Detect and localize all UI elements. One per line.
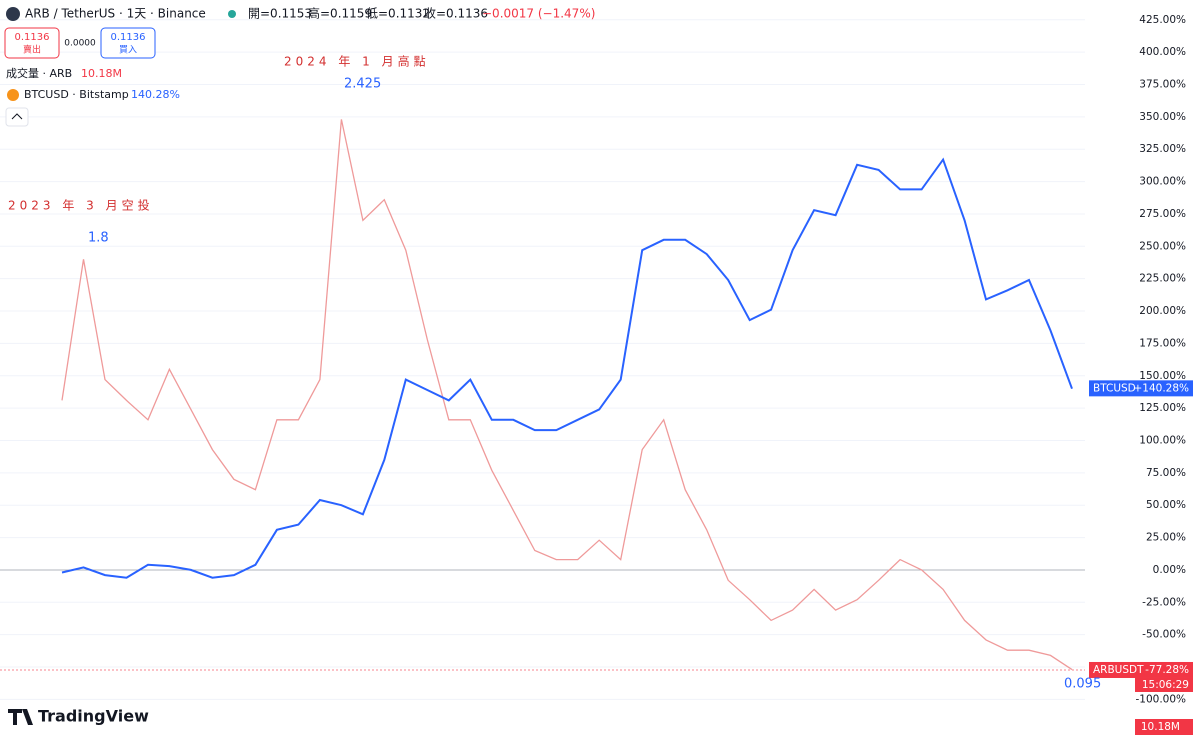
close: 收=0.1136 <box>424 7 488 21</box>
y-tick-label: -50.00% <box>1142 629 1186 641</box>
volume-tag: 10.18M <box>1141 721 1180 733</box>
volume-tag-bg <box>1135 719 1193 735</box>
time-tag-bg <box>1135 677 1193 692</box>
y-tick-label: 225.00% <box>1139 273 1186 285</box>
compare-value: 140.28% <box>131 88 180 101</box>
y-tick-label: 50.00% <box>1146 499 1186 511</box>
y-tick-label: -100.00% <box>1135 693 1186 705</box>
annotation: 0.095 <box>1064 677 1101 692</box>
y-tick-label: 200.00% <box>1139 305 1186 317</box>
y-tick-label: 175.00% <box>1139 337 1186 349</box>
line <box>61 157 1073 579</box>
high: 高=0.1159 <box>308 6 372 21</box>
buy-button[interactable] <box>100 27 156 59</box>
series-name-tag: ARBUSDT <box>1093 664 1144 676</box>
collapse-button[interactable] <box>5 107 29 127</box>
y-tick-label: -25.00% <box>1142 596 1186 608</box>
annotation: 1.8 <box>88 231 109 246</box>
time-tag: 15:06:29 <box>1142 679 1189 691</box>
y-tick-label: 400.00% <box>1139 46 1186 58</box>
y-tick-label: 100.00% <box>1139 434 1186 446</box>
open: 開=0.1153 <box>248 7 312 21</box>
series-value-tag: -77.28% <box>1145 664 1189 676</box>
y-tick-label: 150.00% <box>1139 370 1186 382</box>
buy-label: 買入 <box>119 45 137 56</box>
y-tick-label: 425.00% <box>1139 14 1186 26</box>
spread: 0.0000 <box>64 39 96 49</box>
annotation: 2.425 <box>344 77 381 92</box>
y-tick-label: 75.00% <box>1146 467 1186 479</box>
collapse-icon <box>11 113 23 120</box>
volume-name: 成交量 · ARB <box>6 66 72 80</box>
y-tick-label: 350.00% <box>1139 111 1186 123</box>
series-tag <box>1089 661 1193 678</box>
series-tag <box>1089 380 1193 397</box>
btc-icon <box>7 89 19 101</box>
logo[interactable]: TradingView <box>38 707 149 726</box>
y-tick-label: 250.00% <box>1139 240 1186 252</box>
status-dot <box>228 10 236 18</box>
y-tick-label: 0.00% <box>1153 564 1186 576</box>
buy-price: 0.1136 <box>111 32 146 43</box>
sell-price: 0.1136 <box>15 32 50 43</box>
line <box>61 119 1073 671</box>
low: 低=0.1132 <box>366 7 430 21</box>
sell-label: 賣出 <box>23 44 41 56</box>
series-name-tag: BTCUSD <box>1093 382 1136 394</box>
change: −0.0017 (−1.47%) <box>482 7 595 21</box>
sell-button[interactable] <box>4 27 60 59</box>
y-tick-label: 25.00% <box>1146 532 1186 544</box>
y-tick-label: 325.00% <box>1139 143 1186 155</box>
y-tick-label: 375.00% <box>1139 78 1186 90</box>
volume-value: 10.18M <box>81 67 122 80</box>
logo-icon <box>8 709 33 725</box>
symbol[interactable]: ARB / TetherUS · 1天 · Binance <box>25 7 206 21</box>
y-tick-label: 300.00% <box>1139 176 1186 188</box>
y-tick-label: 125.00% <box>1139 402 1186 414</box>
y-tick-label: 275.00% <box>1139 208 1186 220</box>
annotation: 2024 年 1 月高點 <box>284 54 430 69</box>
annotation: 2023 年 3 月空投 <box>8 198 154 213</box>
series-value-tag: +140.28% <box>1133 382 1189 394</box>
symbol-icon <box>6 7 20 21</box>
compare-name[interactable]: BTCUSD · Bitstamp <box>24 88 129 101</box>
